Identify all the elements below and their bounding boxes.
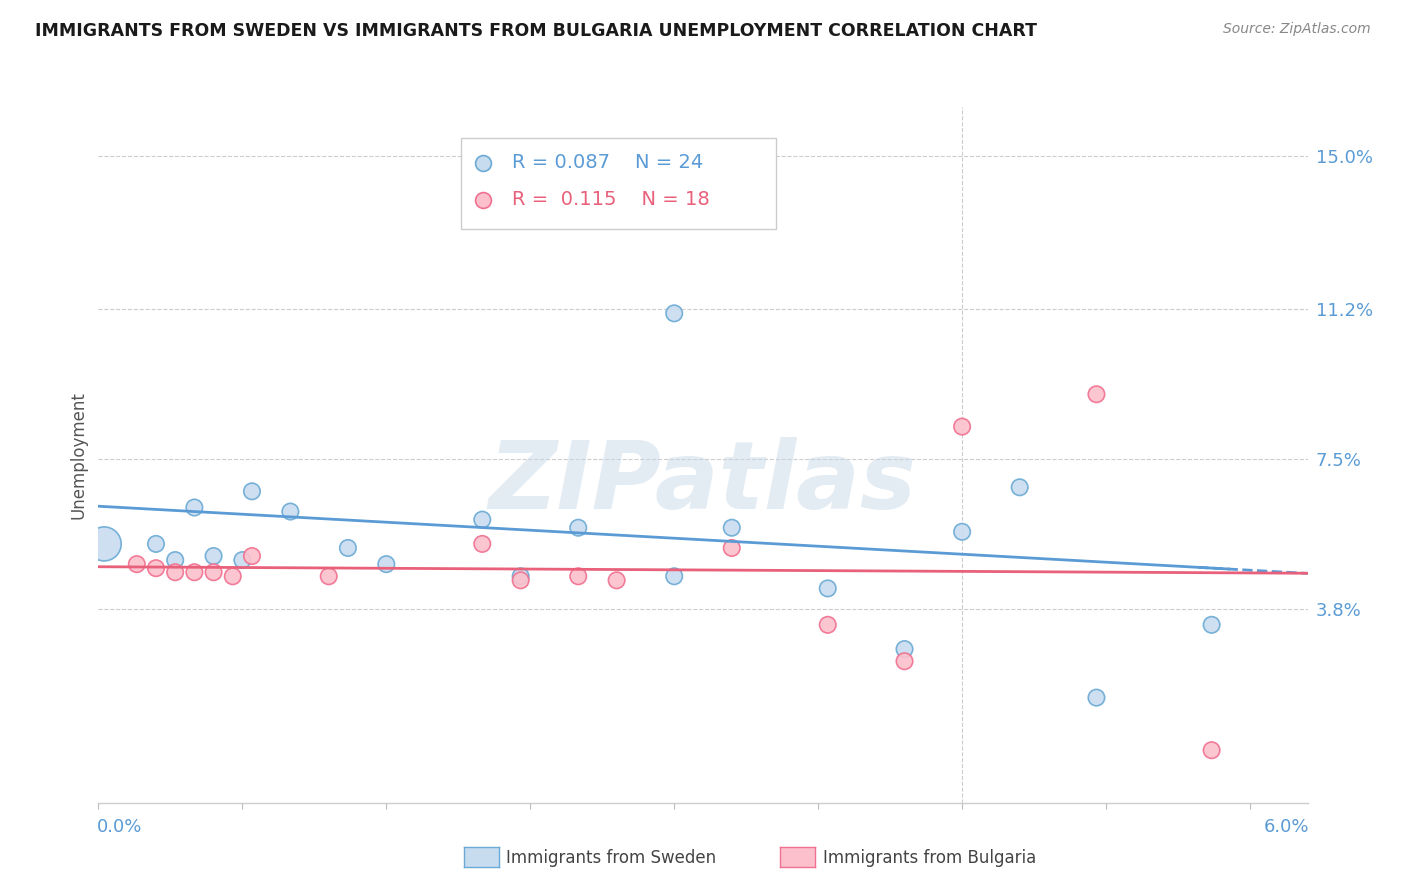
Point [817, 617, 839, 632]
Text: ZIPatlas: ZIPatlas [489, 437, 917, 529]
Text: R =  0.115    N = 18: R = 0.115 N = 18 [512, 190, 710, 209]
Point [950, 419, 973, 434]
Point [950, 524, 973, 539]
Point [1085, 690, 1108, 705]
Point [336, 541, 359, 555]
Y-axis label: Unemployment: Unemployment [69, 391, 87, 519]
Point [1085, 387, 1108, 401]
Point [240, 484, 263, 499]
Point [720, 541, 742, 555]
Point [165, 553, 187, 567]
Point [817, 582, 839, 596]
Point [318, 569, 340, 583]
Point [567, 521, 589, 535]
Point [231, 553, 253, 567]
Point [165, 566, 187, 580]
Point [567, 569, 589, 583]
Point [280, 504, 302, 518]
Point [664, 569, 686, 583]
Point [183, 500, 205, 515]
Point [471, 537, 494, 551]
Point [1201, 743, 1223, 757]
Point [202, 566, 225, 580]
Point [509, 574, 531, 588]
Text: IMMIGRANTS FROM SWEDEN VS IMMIGRANTS FROM BULGARIA UNEMPLOYMENT CORRELATION CHAR: IMMIGRANTS FROM SWEDEN VS IMMIGRANTS FRO… [35, 22, 1038, 40]
Text: Source: ZipAtlas.com: Source: ZipAtlas.com [1223, 22, 1371, 37]
Point [1201, 617, 1223, 632]
Text: 6.0%: 6.0% [1263, 818, 1309, 836]
Point [471, 513, 494, 527]
FancyBboxPatch shape [461, 138, 776, 229]
Point [893, 654, 915, 668]
Point [720, 521, 742, 535]
Point [93, 537, 115, 551]
Point [893, 642, 915, 657]
Point [567, 205, 589, 219]
Text: 0.0%: 0.0% [97, 818, 142, 836]
Point [145, 561, 167, 575]
Point [222, 569, 245, 583]
Text: Immigrants from Sweden: Immigrants from Sweden [506, 849, 716, 867]
Point [509, 569, 531, 583]
Point [664, 306, 686, 320]
Point [125, 557, 148, 571]
Point [375, 557, 398, 571]
Point [606, 574, 628, 588]
Point [202, 549, 225, 563]
Point [145, 537, 167, 551]
Point [183, 566, 205, 580]
Text: R = 0.087    N = 24: R = 0.087 N = 24 [512, 153, 703, 172]
Point [1008, 480, 1031, 494]
Point [240, 549, 263, 563]
Text: Immigrants from Bulgaria: Immigrants from Bulgaria [823, 849, 1036, 867]
